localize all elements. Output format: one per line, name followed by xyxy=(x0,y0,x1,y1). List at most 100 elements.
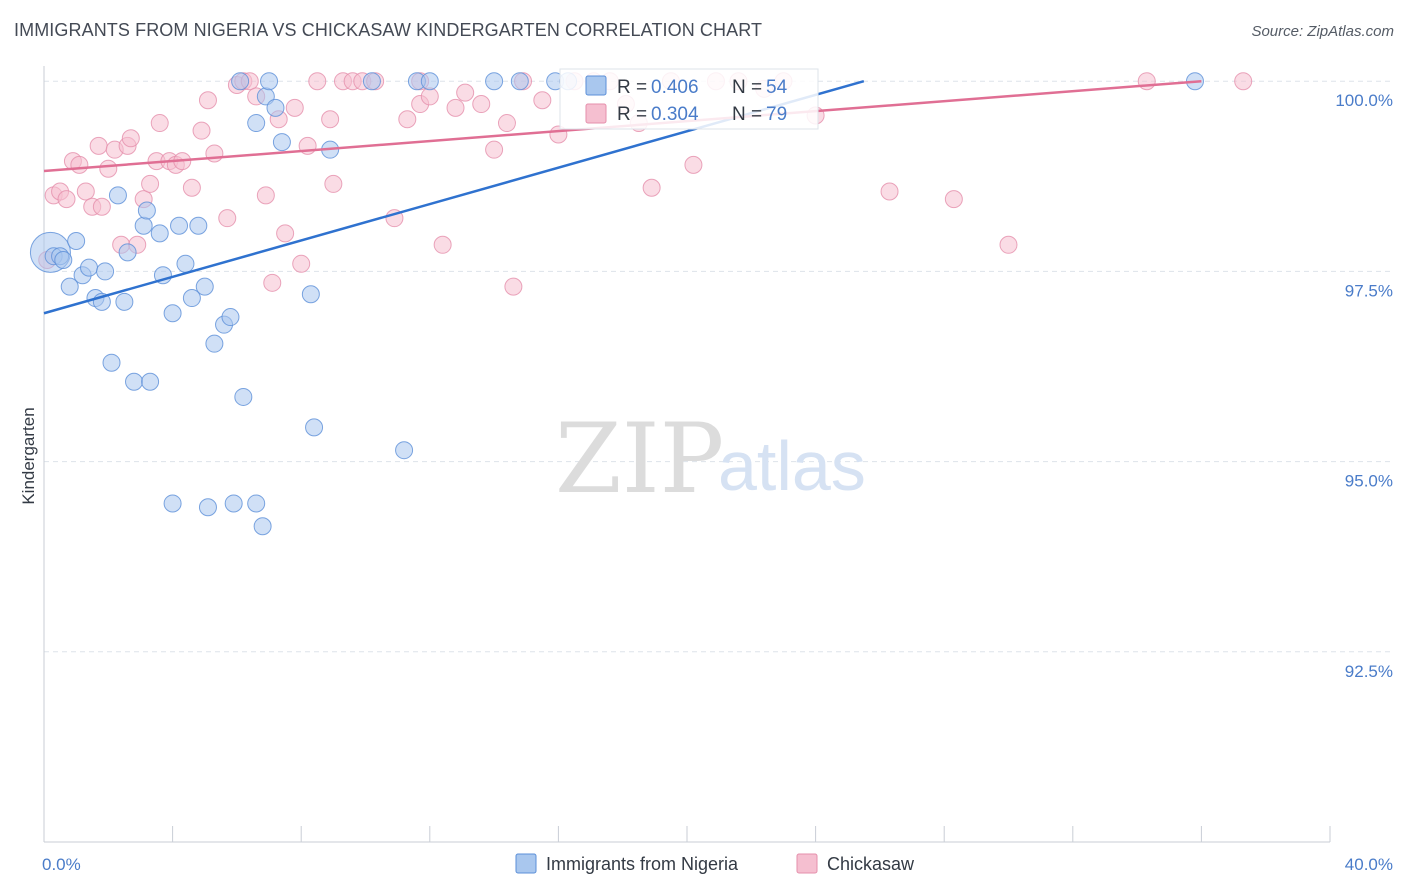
nigeria-point xyxy=(420,72,439,91)
nigeria-point xyxy=(305,418,324,437)
nigeria-point xyxy=(234,387,253,406)
nigeria-point xyxy=(125,372,144,391)
chickasaw-point xyxy=(485,140,504,159)
nigeria-point xyxy=(134,216,153,235)
x-tick-labels: 0.0% 40.0% xyxy=(42,855,1393,874)
nigeria-point xyxy=(189,216,208,235)
nigeria-point xyxy=(102,353,121,372)
nigeria-point xyxy=(137,201,156,220)
chickasaw-point xyxy=(880,182,899,201)
y-tick-label: 92.5% xyxy=(1345,662,1393,681)
nigeria-point xyxy=(301,285,320,304)
legend-label-chickasaw: Chickasaw xyxy=(827,854,915,874)
stats-n-value-2: 79 xyxy=(766,104,787,125)
legend-swatch-chickasaw xyxy=(796,853,818,874)
chickasaw-point xyxy=(292,254,311,273)
chickasaw-point xyxy=(999,235,1018,254)
nigeria-point xyxy=(195,277,214,296)
nigeria-point xyxy=(221,308,240,327)
nigeria-point xyxy=(272,133,291,152)
chickasaw-point xyxy=(89,136,108,155)
watermark: ZIP atlas xyxy=(555,403,866,515)
chickasaw-point xyxy=(141,174,160,193)
chickasaw-point xyxy=(218,209,237,228)
chart-title: IMMIGRANTS FROM NIGERIA VS CHICKASAW KIN… xyxy=(14,20,763,40)
stats-r-label-2: R = xyxy=(617,104,647,125)
chickasaw-point xyxy=(99,159,118,178)
nigeria-point xyxy=(231,72,250,91)
nigeria-point xyxy=(67,231,86,250)
chickasaw-point xyxy=(276,224,295,243)
x-tick-label: 0.0% xyxy=(42,855,81,874)
stats-r-label-1: R = xyxy=(617,77,647,98)
stats-swatch-pink xyxy=(585,103,607,124)
chickasaw-point xyxy=(446,98,465,117)
nigeria-point xyxy=(170,216,189,235)
y-tick-label: 100.0% xyxy=(1335,91,1393,110)
chickasaw-point xyxy=(192,121,211,140)
nigeria-point xyxy=(163,304,182,323)
nigeria-point xyxy=(141,372,160,391)
nigeria-point xyxy=(176,254,195,273)
chickasaw-point xyxy=(472,95,491,114)
nigeria-point xyxy=(96,262,115,281)
nigeria-point xyxy=(80,258,99,277)
nigeria-point xyxy=(266,98,285,117)
chickasaw-point xyxy=(285,98,304,117)
nigeria-point xyxy=(260,72,279,91)
chickasaw-point xyxy=(533,91,552,110)
chickasaw-point xyxy=(433,235,452,254)
nigeria-point xyxy=(395,441,414,460)
stats-box: R = 0.406 N = 54 R = 0.304 N = 79 xyxy=(559,68,819,130)
nigeria-point xyxy=(60,277,79,296)
nigeria-point xyxy=(485,72,504,91)
chickasaw-point xyxy=(70,155,89,174)
nigeria-point xyxy=(205,334,224,353)
legend-swatch-nigeria xyxy=(515,853,537,874)
stats-r-value-1: 0.406 xyxy=(651,77,699,98)
y-tick-label: 95.0% xyxy=(1345,472,1393,491)
nigeria-point xyxy=(198,498,217,517)
chickasaw-point xyxy=(420,87,439,106)
nigeria-point xyxy=(247,494,266,513)
chickasaw-point xyxy=(504,277,523,296)
stats-swatch-blue xyxy=(585,75,607,96)
chickasaw-point xyxy=(198,91,217,110)
chickasaw-point xyxy=(308,72,327,91)
stats-n-label-2: N = xyxy=(732,104,762,125)
chickasaw-point xyxy=(497,114,516,133)
chickasaw-point xyxy=(263,273,282,292)
y-axis-label: Kindergarten xyxy=(19,407,38,504)
chickasaw-point xyxy=(121,129,140,148)
source-label: Source: ZipAtlas.com xyxy=(1251,23,1394,40)
chickasaw-point xyxy=(150,114,169,133)
nigeria-point xyxy=(163,494,182,513)
y-tick-labels: 100.0% 97.5% 95.0% 92.5% xyxy=(1335,91,1393,681)
chickasaw-point xyxy=(398,110,417,129)
nigeria-point xyxy=(150,224,169,243)
chickasaw-point xyxy=(684,155,703,174)
legend: Immigrants from Nigeria Chickasaw xyxy=(515,853,915,874)
x-tick-label: 40.0% xyxy=(1345,855,1393,874)
axes xyxy=(43,66,1331,843)
watermark-atlas: atlas xyxy=(718,427,866,505)
stats-n-label-1: N = xyxy=(732,77,762,98)
chickasaw-point xyxy=(57,190,76,209)
chickasaw-point xyxy=(1234,72,1253,91)
nigeria-point xyxy=(253,517,272,536)
legend-label-nigeria: Immigrants from Nigeria xyxy=(546,854,739,874)
chickasaw-point xyxy=(182,178,201,197)
stats-n-value-1: 54 xyxy=(766,77,788,98)
nigeria-point xyxy=(182,289,201,308)
nigeria-point xyxy=(115,292,134,311)
nigeria-point xyxy=(54,251,73,269)
y-tick-label: 97.5% xyxy=(1345,281,1393,300)
chickasaw-point xyxy=(642,178,661,197)
nigeria-point xyxy=(118,243,137,262)
nigeria-point xyxy=(108,186,127,205)
chickasaw-point xyxy=(321,110,340,129)
nigeria-point xyxy=(362,72,381,91)
watermark-zip: ZIP xyxy=(555,403,724,515)
chickasaw-point xyxy=(944,190,963,209)
